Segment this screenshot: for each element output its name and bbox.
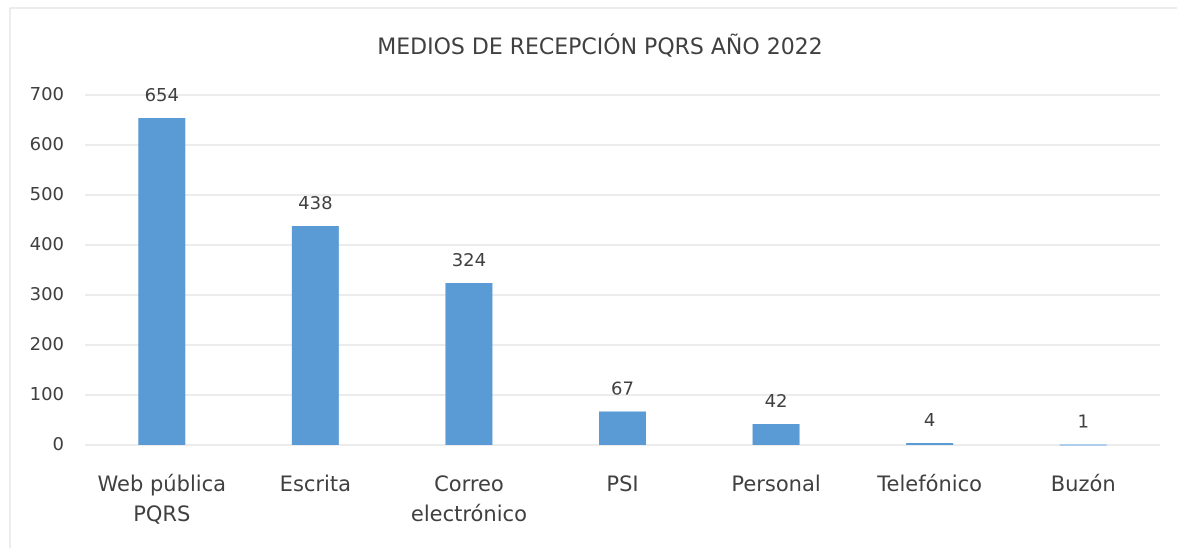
bar — [599, 411, 646, 445]
chart-border — [9, 7, 1177, 548]
x-tick-label: Personal — [731, 472, 821, 496]
y-tick-label: 100 — [30, 384, 64, 405]
data-label: 1 — [1077, 412, 1088, 433]
x-tick-label: Correo electrónico — [410, 472, 527, 526]
data-label: 438 — [298, 193, 332, 214]
x-tick-label: Web pública PQRS — [97, 472, 227, 526]
y-tick-label: 500 — [30, 184, 64, 205]
data-label: 4 — [924, 410, 935, 431]
data-label: 324 — [452, 250, 486, 271]
x-tick-label: Telefónico — [877, 472, 982, 496]
bar — [1059, 444, 1107, 446]
bar — [752, 424, 800, 445]
data-label: 654 — [145, 85, 179, 106]
y-tick-label: 0 — [53, 434, 64, 455]
bar — [138, 118, 186, 445]
y-tick-label: 300 — [30, 284, 64, 305]
x-tick-label: PSI — [606, 472, 639, 496]
x-tick-label: Buzón — [1050, 472, 1116, 496]
chart-title: MEDIOS DE RECEPCIÓN PQRS AÑO 2022 — [377, 33, 822, 60]
bar — [906, 443, 954, 445]
bar — [291, 226, 339, 445]
y-tick-label: 400 — [30, 234, 64, 255]
data-label: 67 — [611, 379, 634, 400]
y-tick-label: 200 — [30, 334, 64, 355]
y-tick-label: 600 — [30, 134, 64, 155]
x-tick-label: Escrita — [279, 472, 351, 496]
data-label: 42 — [765, 391, 788, 412]
y-tick-label: 700 — [30, 84, 64, 105]
bar — [445, 283, 493, 445]
